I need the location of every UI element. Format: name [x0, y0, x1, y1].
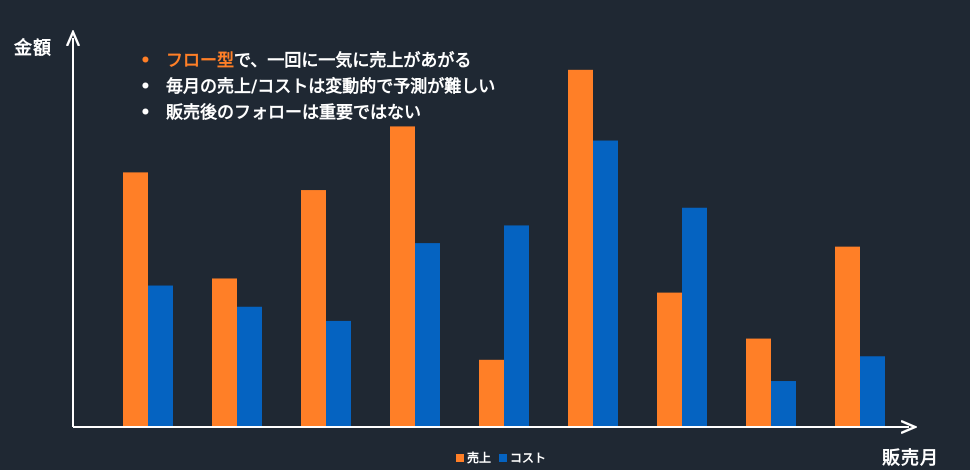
legend-swatch-sales	[456, 453, 464, 462]
y-axis-title: 金額	[14, 38, 52, 59]
bar-cost-1	[148, 285, 173, 427]
legend-swatch-cost	[499, 453, 508, 462]
bar-sales-5	[479, 359, 504, 427]
bullet-glyph: •	[140, 77, 151, 97]
bar-cost-9	[860, 356, 885, 427]
bar-sales-3	[301, 190, 326, 427]
bar-sales-9	[835, 246, 860, 427]
bullet-list: • フロー型で、一回に一気に売上があがる • 毎月の売上/コストは変動的で予測が…	[138, 48, 495, 126]
bullet-glyph: •	[140, 103, 151, 123]
bar-sales-6	[568, 69, 593, 427]
bar-sales-1	[123, 172, 148, 427]
bar-sales-4	[390, 126, 415, 427]
bullet-text: 毎月の売上/コストは変動的で予測が難しい	[166, 77, 496, 97]
bullet-item: • 販売後のフォローは重要ではない	[138, 100, 495, 126]
legend-item-cost: コスト	[499, 449, 546, 466]
bar-sales-2	[212, 278, 237, 427]
bar-sales-8	[746, 338, 771, 427]
bar-cost-2	[237, 306, 262, 427]
bar-cost-3	[326, 320, 351, 427]
bullet-item: • 毎月の売上/コストは変動的で予測が難しい	[138, 74, 495, 100]
legend-item-sales: 売上	[456, 449, 491, 466]
legend: 売上 コスト	[456, 449, 554, 466]
x-axis-title: 販売月	[882, 448, 939, 469]
bars-group	[123, 69, 885, 427]
bar-cost-8	[771, 381, 796, 427]
bullet-item: • フロー型で、一回に一気に売上があがる	[138, 48, 495, 74]
legend-label-cost: コスト	[510, 451, 547, 465]
bullet-text: 販売後のフォローは重要ではない	[166, 103, 421, 123]
legend-label-sales: 売上	[467, 451, 492, 465]
bar-cost-7	[682, 207, 707, 427]
bar-sales-7	[657, 292, 682, 427]
bar-cost-6	[593, 140, 618, 427]
bullet-text: で、一回に一気に売上があがる	[234, 51, 472, 71]
bar-cost-4	[415, 243, 440, 427]
bullet-glyph: •	[140, 51, 151, 71]
bullet-highlight: フロー型	[166, 51, 234, 71]
bar-cost-5	[504, 225, 529, 427]
